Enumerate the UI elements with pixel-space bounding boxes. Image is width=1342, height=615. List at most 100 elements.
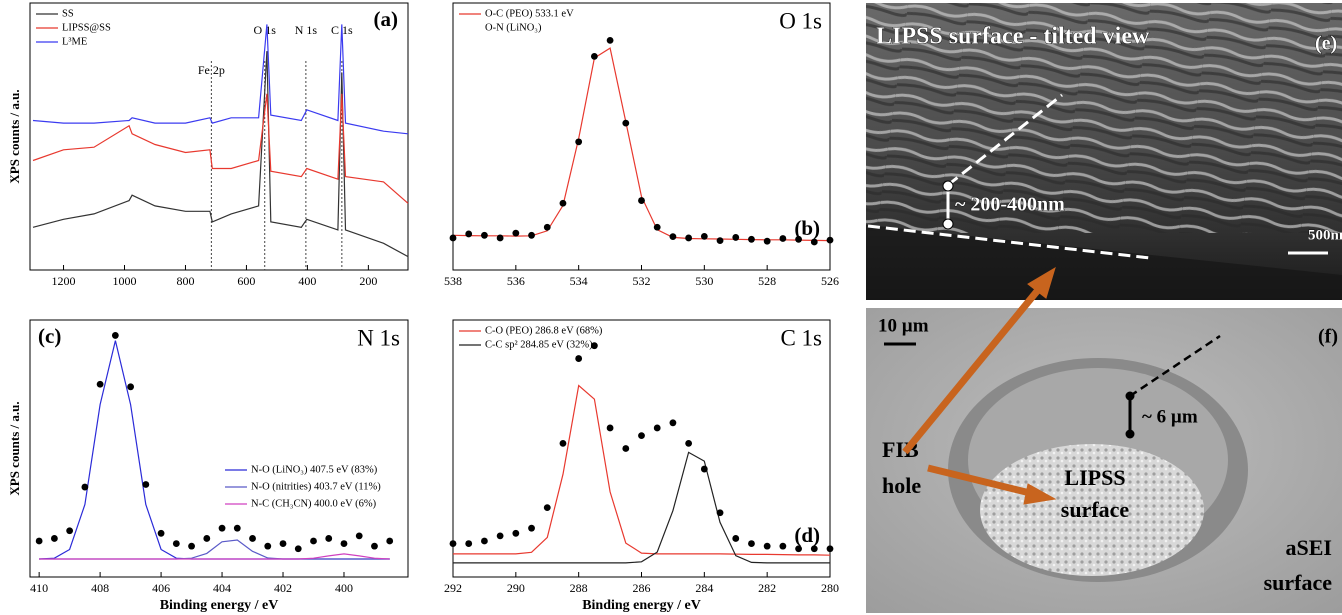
data-point (575, 355, 582, 362)
data-point (51, 535, 58, 542)
depth-label: ~ 6 µm (1142, 406, 1198, 427)
series-line (33, 51, 408, 257)
data-point (560, 440, 567, 447)
panel-title: N 1s (357, 325, 400, 350)
data-point (158, 530, 165, 537)
data-point (622, 120, 629, 127)
data-point (560, 200, 567, 207)
x-tick-label: 402 (274, 581, 292, 595)
data-point (591, 53, 598, 60)
x-tick-label: 410 (30, 581, 48, 595)
data-point (528, 525, 535, 532)
panel-label: (f) (1318, 326, 1338, 348)
x-tick-label: 200 (359, 274, 377, 288)
data-point (512, 530, 519, 537)
plot-frame (30, 320, 408, 577)
x-tick-label: 408 (91, 581, 109, 595)
x-tick-label: 530 (695, 274, 713, 288)
data-point (717, 237, 724, 244)
data-point (497, 235, 504, 242)
data-point (371, 543, 378, 550)
x-tick-label: 1000 (113, 274, 137, 288)
data-point (341, 540, 348, 547)
panel-label: (e) (1315, 33, 1337, 55)
data-point (528, 232, 535, 239)
data-point (764, 543, 771, 550)
height-label: ~ 200-400nm (955, 194, 1065, 216)
data-point (670, 233, 677, 240)
data-point (36, 538, 43, 545)
scale-label: 500nm (1308, 227, 1342, 243)
image-title: LIPSS surface - tilted view (876, 24, 1150, 50)
data-point (234, 525, 241, 532)
data-point (827, 545, 834, 552)
depth-dot (1126, 430, 1135, 439)
legend-label: L³ME (62, 36, 87, 47)
lipss-label: LIPSS (1064, 465, 1125, 490)
series-line (39, 540, 390, 559)
depth-dot (1126, 392, 1135, 401)
panel-title: O 1s (779, 8, 822, 33)
x-tick-label: 400 (298, 274, 316, 288)
figure: 12001000800600400200Fe 2pO 1sN 1sC 1sSSL… (0, 0, 1342, 615)
scale-label: 10 µm (878, 315, 929, 336)
data-point (264, 543, 271, 550)
data-point (188, 543, 195, 550)
data-point (717, 509, 724, 516)
x-tick-label: 292 (444, 581, 462, 595)
x-tick-label: 538 (444, 274, 462, 288)
data-point (497, 532, 504, 539)
x-tick-label: 404 (213, 581, 231, 595)
marker-label: N 1s (295, 23, 318, 37)
data-point (732, 234, 739, 241)
series-line (453, 386, 830, 556)
data-point (249, 535, 256, 542)
x-tick-label: 532 (633, 274, 651, 288)
marker-label: O 1s (254, 23, 277, 37)
data-point (685, 235, 692, 242)
data-point (325, 535, 332, 542)
x-tick-label: 1200 (52, 274, 76, 288)
x-axis-label: Binding energy / eV (582, 598, 701, 613)
series-line (39, 554, 390, 559)
data-point (654, 224, 661, 231)
lipss-label: surface (1061, 497, 1130, 522)
data-point (544, 504, 551, 511)
panel-label: (d) (794, 523, 820, 547)
series-line (33, 94, 408, 204)
y-axis-label: XPS counts / a.u. (7, 401, 22, 495)
legend-label: N-C (CH₃CN) 400.0 eV (6%) (251, 498, 377, 509)
x-tick-label: 526 (821, 274, 839, 288)
data-point (670, 419, 677, 426)
data-point (465, 540, 472, 547)
height-dot (943, 181, 953, 191)
legend-label: O-N (LiNO₃) (485, 22, 542, 33)
x-tick-label: 280 (821, 581, 839, 595)
data-point (701, 233, 708, 240)
x-tick-label: 290 (507, 581, 525, 595)
data-point (748, 540, 755, 547)
data-point (450, 235, 457, 242)
legend-label: O-C (PEO) 533.1 eV (485, 8, 574, 19)
data-point (544, 224, 551, 231)
data-point (512, 230, 519, 237)
data-point (638, 197, 645, 204)
x-axis-label: Binding energy / eV (160, 598, 279, 613)
x-tick-label: 800 (176, 274, 194, 288)
x-tick-label: 600 (237, 274, 255, 288)
asei-label: aSEI (1286, 535, 1332, 560)
legend-label: N-O (LiNO₃) 407.5 eV (83%) (251, 464, 378, 475)
x-tick-label: 528 (758, 274, 776, 288)
data-point (66, 527, 73, 534)
x-tick-label: 284 (695, 581, 713, 595)
data-point (607, 37, 614, 44)
data-point (465, 231, 472, 238)
marker-label: Fe 2p (198, 63, 225, 77)
plot-frame (453, 320, 830, 577)
data-point (97, 381, 104, 388)
data-point (310, 538, 317, 545)
data-point (481, 538, 488, 545)
legend-label: LIPSS@SS (62, 22, 111, 33)
height-dot (943, 219, 953, 229)
